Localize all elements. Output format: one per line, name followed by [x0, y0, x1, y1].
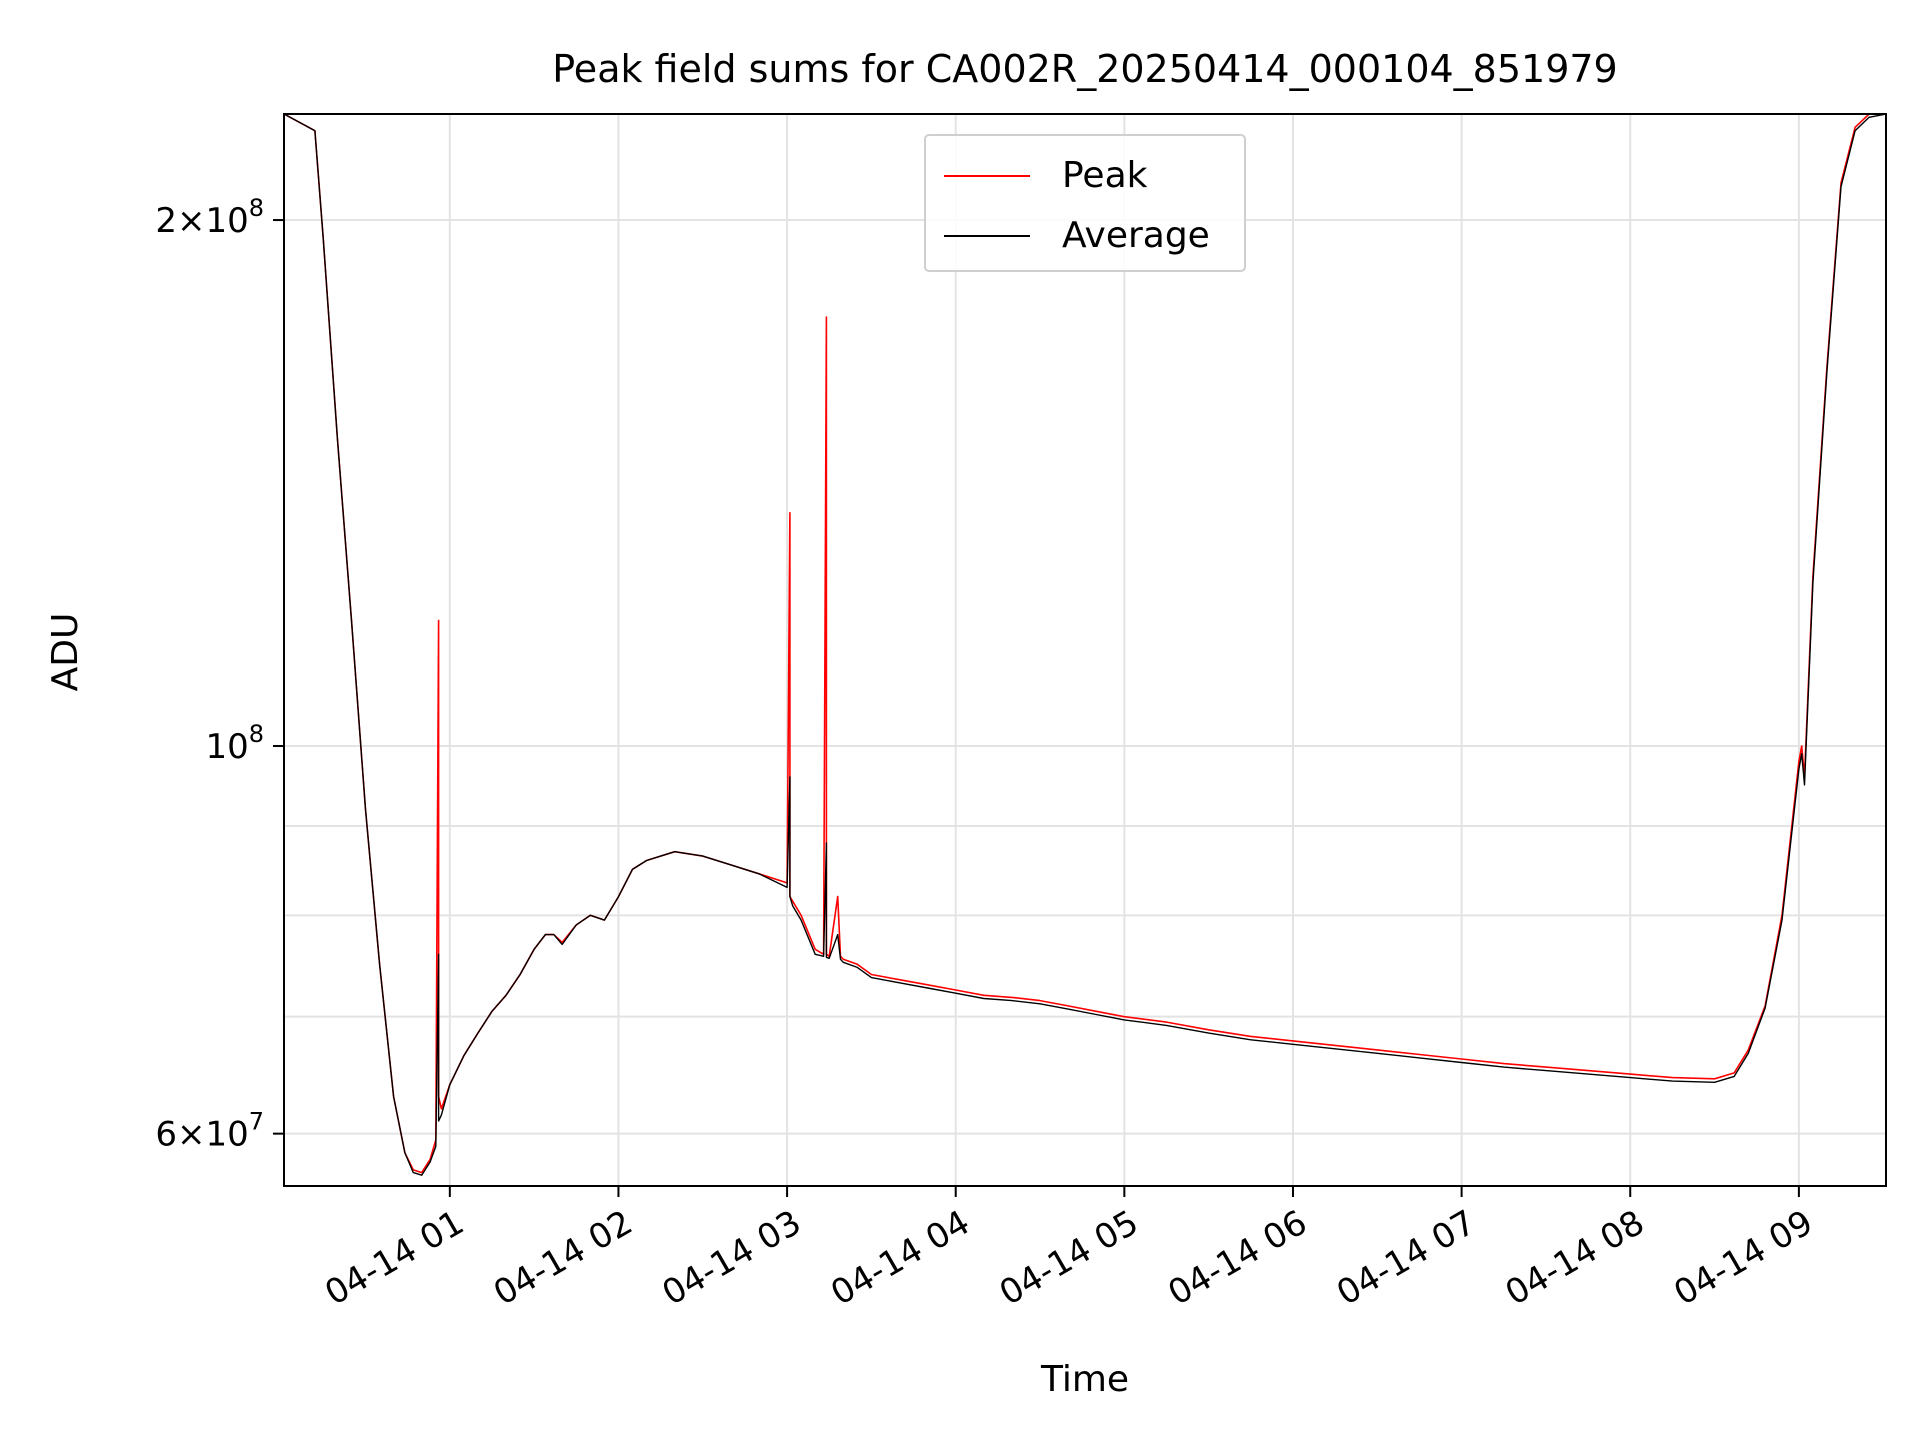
x-tick-label: 04-14 03 — [656, 1203, 808, 1314]
x-tick-label: 04-14 09 — [1667, 1203, 1819, 1314]
chart-title: Peak field sums for CA002R_20250414_0001… — [552, 47, 1618, 91]
y-tick-label: 2×108 — [155, 194, 264, 241]
series-line-peak — [284, 114, 1886, 1174]
x-tick-label: 04-14 02 — [487, 1203, 639, 1314]
x-tick-label: 04-14 07 — [1330, 1203, 1482, 1314]
x-tick-label: 04-14 08 — [1499, 1203, 1651, 1314]
x-tick-label: 04-14 01 — [318, 1203, 470, 1314]
x-axis-ticks: 04-14 01 04-14 02 04-14 03 04-14 04 04-14 05… — [318, 1186, 1820, 1314]
legend-item-peak: Peak — [944, 156, 1147, 196]
axes-frame — [283, 113, 1887, 1187]
legend: Peak Average — [924, 134, 1246, 272]
series-layer — [284, 114, 1886, 1176]
legend-label-average: Average — [1062, 215, 1210, 256]
x-tick-label: 04-14 05 — [993, 1203, 1145, 1314]
grid — [284, 114, 1886, 1186]
legend-swatch-peak — [944, 175, 1030, 177]
x-tick-label: 04-14 04 — [824, 1203, 976, 1314]
legend-item-average: Average — [944, 216, 1210, 256]
y-tick-label: 108 — [205, 720, 264, 767]
x-tick-label: 04-14 06 — [1161, 1203, 1313, 1314]
x-axis-label: Time — [1040, 1359, 1130, 1400]
series-line-average — [284, 114, 1886, 1176]
legend-label-peak: Peak — [1062, 155, 1148, 196]
y-axis-ticks: 6×107 108 2×108 — [155, 194, 284, 1155]
legend-swatch-average — [944, 235, 1030, 237]
y-tick-label: 6×107 — [155, 1108, 264, 1155]
